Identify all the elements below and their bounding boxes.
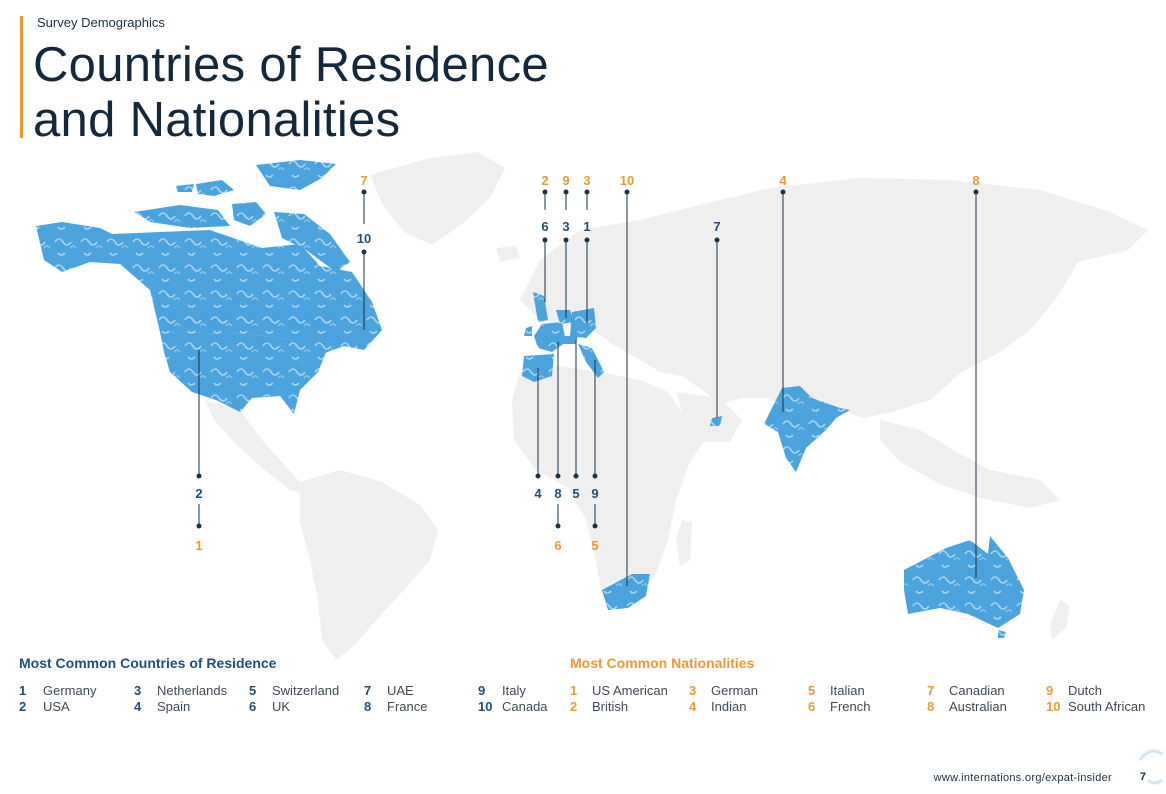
residence-item: 2 USA (19, 699, 70, 714)
world-background-land (205, 152, 1148, 660)
label-spain-residence: 4 (534, 486, 542, 501)
footer-url[interactable]: www.internations.org/expat-insider (933, 772, 1112, 784)
south-africa-shape (602, 574, 650, 610)
india-shape (764, 386, 850, 472)
residence-item: 4 Spain (134, 699, 191, 714)
nationality-item: 4 Indian (689, 699, 747, 714)
label-italy-nationality: 5 (591, 538, 598, 553)
title-line-2: and Nationalities (33, 93, 401, 147)
nationality-item: 5 Italian (808, 683, 865, 698)
label-netherlands-nationality: 9 (562, 173, 569, 188)
label-australia-nationality: 8 (972, 173, 979, 188)
residence-item: 1 Germany (19, 683, 97, 698)
residence-item: 7 UAE (364, 683, 414, 698)
nationality-item: 1 US American (570, 683, 668, 698)
label-france-residence: 8 (554, 486, 561, 501)
label-netherlands-residence: 3 (562, 219, 569, 234)
residence-heading: Most Common Countries of Residence (19, 655, 277, 671)
label-uae-residence: 7 (713, 219, 720, 234)
label-switzerland-residence: 5 (572, 486, 579, 501)
accent-bar (20, 16, 23, 138)
nationality-item: 3 German (689, 683, 758, 698)
page-number: 7 (1139, 771, 1146, 783)
label-canada-residence: 10 (357, 231, 371, 246)
nationality-item: 8 Australian (927, 699, 1007, 714)
label-uk-residence: 6 (541, 219, 548, 234)
residence-item: 3 Netherlands (134, 683, 228, 698)
rank-labels: 7 10 2 1 2 9 3 6 3 1 10 7 4 8 4 8 5 9 6 … (195, 173, 979, 553)
nationalities-heading: Most Common Nationalities (570, 655, 755, 671)
corner-squiggle (1138, 749, 1163, 785)
label-usa-nationality: 1 (195, 538, 202, 553)
residence-item: 10 Canada (478, 699, 548, 714)
label-uk-nationality: 2 (541, 173, 548, 188)
label-germany-nationality: 3 (583, 173, 590, 188)
label-usa-residence: 2 (195, 486, 202, 501)
label-canada-nationality: 7 (360, 173, 367, 188)
australia-shape (904, 536, 1024, 638)
residence-item: 6 UK (249, 699, 291, 714)
nationality-item: 2 British (570, 699, 629, 714)
nationality-item: 6 French (808, 699, 871, 714)
label-italy-residence: 9 (591, 486, 598, 501)
residence-item: 5 Switzerland (249, 683, 340, 698)
uae-shape (710, 416, 722, 426)
leader-lines (196, 189, 979, 586)
label-germany-residence: 1 (583, 219, 590, 234)
label-india-nationality: 4 (779, 173, 787, 188)
nationality-item: 10 South African (1046, 699, 1146, 714)
label-south-africa-nationality: 10 (620, 173, 634, 188)
title-line-1: Countries of Residence (33, 38, 549, 92)
canada-shape (36, 160, 382, 362)
residence-item: 9 Italy (478, 683, 526, 698)
usa-shape (160, 332, 326, 414)
label-france-nationality: 6 (554, 538, 561, 553)
page-title: Countries of Residence and Nationalities (33, 38, 549, 148)
residence-item: 8 France (364, 699, 428, 714)
nationality-item: 7 Canadian (927, 683, 1005, 698)
nationality-item: 9 Dutch (1046, 683, 1102, 698)
section-label: Survey Demographics (37, 15, 165, 30)
